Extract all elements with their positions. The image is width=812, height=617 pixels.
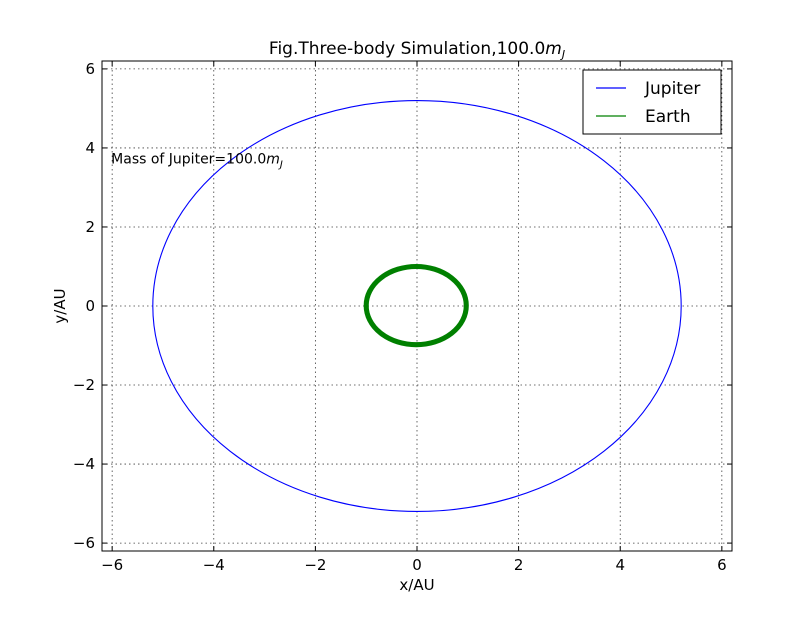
y-tick-label: 2 xyxy=(85,218,95,236)
y-tick-label: −2 xyxy=(73,376,95,394)
chart-title: Fig.Three-body Simulation,100.0mJ xyxy=(269,39,565,61)
y-tick-label: −6 xyxy=(73,534,95,552)
x-tick-label: 0 xyxy=(412,556,422,574)
series-layer xyxy=(152,99,682,513)
x-tick-label: −4 xyxy=(203,556,225,574)
y-tick-label: −4 xyxy=(73,455,95,473)
legend: Jupiter Earth xyxy=(582,69,722,135)
y-tick-label: 0 xyxy=(85,297,95,315)
grid xyxy=(102,61,732,551)
y-tick-label: 4 xyxy=(85,139,95,157)
legend-label-jupiter: Jupiter xyxy=(644,79,700,99)
legend-box xyxy=(582,69,722,135)
y-tick-label: 6 xyxy=(85,60,95,78)
y-axis-label: y/AU xyxy=(51,288,69,323)
ticks: −6 −4 −2 0 2 4 6 −6 −4 −2 0 2 4 6 xyxy=(73,60,732,574)
orbit-earth xyxy=(363,263,469,348)
x-tick-label: 6 xyxy=(717,556,727,574)
legend-label-earth: Earth xyxy=(645,107,691,127)
mass-annotation: Mass of Jupiter=100.0mJ xyxy=(111,152,283,171)
orbit-jupiter xyxy=(152,99,682,513)
x-tick-label: 2 xyxy=(514,556,524,574)
x-axis-label: x/AU xyxy=(399,576,434,594)
x-tick-label: −2 xyxy=(304,556,326,574)
x-tick-label: −6 xyxy=(101,556,123,574)
x-tick-label: 4 xyxy=(615,556,625,574)
